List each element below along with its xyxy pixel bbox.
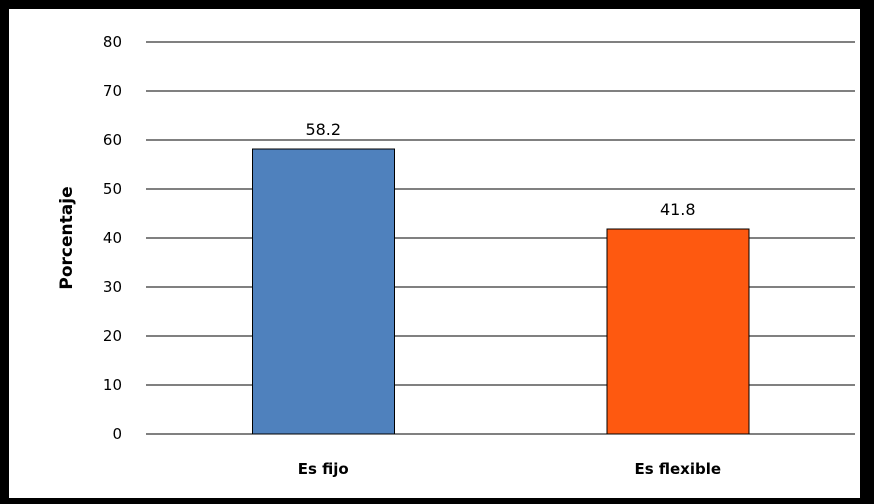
- y-tick-label: 0: [112, 425, 122, 443]
- y-tick-label: 30: [103, 278, 122, 296]
- y-tick-label: 80: [103, 33, 122, 51]
- y-tick-label: 40: [103, 229, 122, 247]
- bars: [251, 148, 750, 435]
- data-labels: 58.2 41.8: [305, 120, 695, 219]
- data-label: 58.2: [305, 120, 341, 139]
- bar-es-flexible: [606, 228, 750, 435]
- category-label: Es flexible: [634, 460, 721, 478]
- y-axis-title: Porcentaje: [57, 186, 77, 289]
- y-axis-ticks: 0 10 20 30 40 50 60 70 80: [103, 33, 122, 443]
- y-tick-label: 60: [103, 131, 122, 149]
- category-label: Es fijo: [298, 460, 349, 478]
- y-tick-label: 70: [103, 82, 122, 100]
- bar-es-fijo: [251, 148, 395, 435]
- y-tick-label: 50: [103, 180, 122, 198]
- y-tick-label: 20: [103, 327, 122, 345]
- category-labels: Es fijo Es flexible: [298, 460, 721, 478]
- y-tick-label: 10: [103, 376, 122, 394]
- data-label: 41.8: [660, 200, 696, 219]
